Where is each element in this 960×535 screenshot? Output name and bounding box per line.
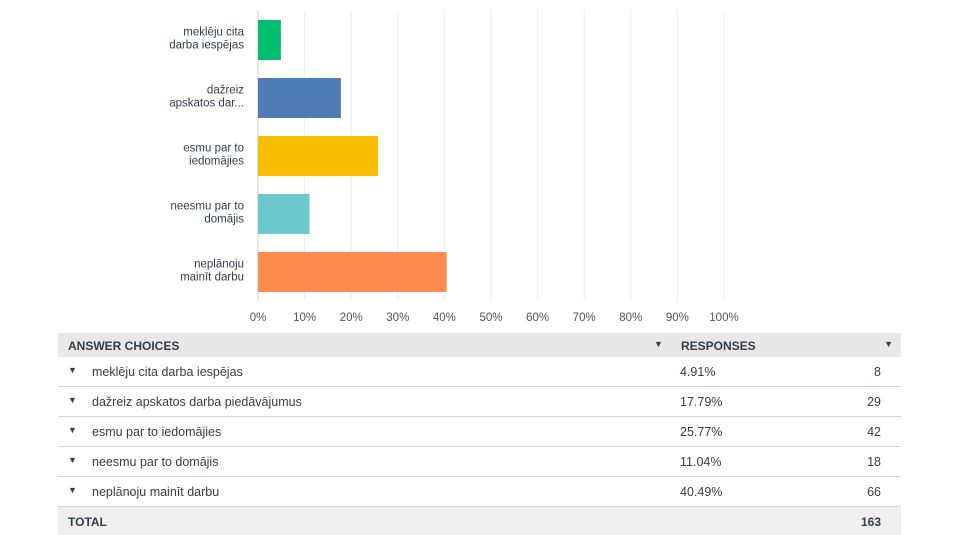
x-tick-label: 100% [709,312,738,324]
x-tick-labels: 0% 10% 20% 30% 40% 50% 60% 70% 80% 90% 100% [250,312,739,324]
sort-choices-icon[interactable]: ▼ [654,339,663,349]
x-tick-label: 30% [386,312,409,324]
chart-bars [258,20,447,292]
row-count: 42 [867,425,881,439]
answer-choices-header[interactable]: ANSWER CHOICES [68,339,180,353]
total-label: TOTAL [68,515,107,529]
bar[interactable] [258,136,379,176]
x-tick-label: 0% [250,312,267,324]
bar-chart: meklēju cita darba iespējas dažreiz apskato… [169,10,739,324]
row-label: neesmu par to domājis [92,455,219,469]
category-label: neesmu par to domājis [170,201,244,226]
x-tick-label: 70% [573,312,596,324]
category-label: meklēju cita darba iespējas [169,27,244,52]
chart-grid [257,10,725,300]
row-percent: 4.91% [680,365,716,379]
total-row: TOTAL 163 [58,507,901,535]
total-value: 163 [860,515,881,529]
expand-caret-icon[interactable]: ▼ [68,455,77,465]
row-count: 18 [867,455,881,469]
x-tick-label: 90% [666,312,689,324]
x-tick-label: 80% [619,312,642,324]
sort-responses-icon[interactable]: ▼ [884,339,893,349]
row-label: esmu par to iedomājies [92,425,222,439]
expand-caret-icon[interactable]: ▼ [68,395,77,405]
category-labels: meklēju cita darba iespējas dažreiz apskato… [169,27,244,284]
x-tick-label: 40% [433,312,456,324]
expand-caret-icon[interactable]: ▼ [68,425,77,435]
table-row: ▼ dažreiz apskatos darba piedāvājumus 17… [58,387,901,417]
responses-header[interactable]: RESPONSES [681,339,756,353]
expand-caret-icon[interactable]: ▼ [68,485,77,495]
category-label: dažreiz apskatos dar... [169,85,244,110]
row-percent: 17.79% [680,395,723,409]
expand-caret-icon[interactable]: ▼ [68,365,77,375]
responses-table: ANSWER CHOICES ▼ RESPONSES ▼ ▼ meklēju c… [58,333,901,535]
row-count: 8 [874,365,881,379]
x-tick-label: 50% [479,312,502,324]
table-header: ANSWER CHOICES ▼ RESPONSES ▼ [58,333,901,357]
bar[interactable] [258,194,310,234]
row-label: meklēju cita darba iespējas [92,365,243,379]
row-percent: 40.49% [680,485,723,499]
table-row: ▼ esmu par to iedomājies 25.77% 42 [58,417,901,447]
bar[interactable] [258,20,281,60]
row-percent: 11.04% [680,455,722,469]
table-row: ▼ meklēju cita darba iespējas 4.91% 8 [58,357,901,387]
bar[interactable] [258,252,447,292]
table-row: ▼ neplānoju mainīt darbu 40.49% 66 [58,477,901,507]
row-count: 66 [867,485,881,499]
row-label: neplānoju mainīt darbu [92,485,220,499]
row-percent: 25.77% [680,425,723,439]
category-label: neplānoju mainīt darbu [180,259,244,284]
row-count: 29 [867,395,881,409]
x-tick-label: 10% [293,312,316,324]
row-label: dažreiz apskatos darba piedāvājumus [92,395,302,409]
table-row: ▼ neesmu par to domājis 11.04% 18 [58,447,901,477]
category-label: esmu par to iedomājies [183,143,244,168]
x-tick-label: 60% [526,312,549,324]
x-tick-label: 20% [340,312,363,324]
bar[interactable] [258,78,341,118]
